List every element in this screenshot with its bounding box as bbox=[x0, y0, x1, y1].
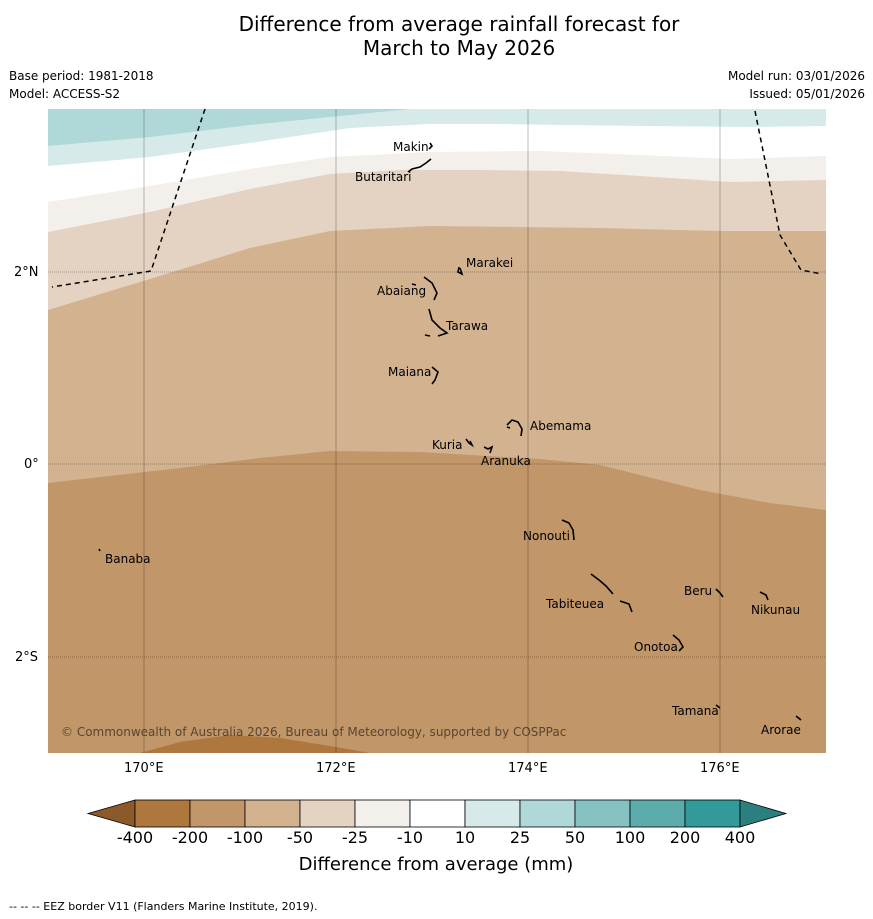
lat-tick-0: 0° bbox=[24, 457, 39, 472]
place-label-kuria: Kuria bbox=[432, 438, 463, 452]
island-makin bbox=[428, 142, 434, 150]
map-title: Difference from average rainfall forecas… bbox=[0, 12, 873, 60]
island-banaba bbox=[98, 548, 101, 552]
model-label: Model: ACCESS-S2 bbox=[9, 87, 121, 101]
island-tamana bbox=[715, 704, 721, 709]
colorbar-swatch bbox=[299, 799, 356, 828]
place-label-onotoa: Onotoa bbox=[634, 640, 678, 654]
place-label-tabiteuea: Tabiteuea bbox=[545, 597, 604, 611]
lat-tick-2n: 2°N bbox=[14, 265, 39, 280]
island-aranuka bbox=[483, 445, 494, 454]
colorbar-swatch bbox=[464, 799, 521, 828]
place-labels: Makin Butaritari Marakei Abaiang Tarawa … bbox=[105, 140, 801, 737]
colorbar-tick-label: -100 bbox=[226, 828, 264, 847]
band-dry-200-south bbox=[140, 735, 370, 753]
lon-tick-176: 176°E bbox=[700, 761, 740, 776]
island-arorae bbox=[795, 715, 802, 721]
colorbar-swatch bbox=[244, 799, 301, 828]
island-marakei bbox=[457, 266, 464, 276]
meta-right: Model run: 03/01/2026 Issued: 05/01/2026 bbox=[699, 69, 865, 105]
colorbar-tick-label: -25 bbox=[341, 828, 369, 847]
colorbar-tick-label: 400 bbox=[724, 828, 756, 847]
place-label-marakei: Marakei bbox=[466, 256, 513, 270]
eez-footnote: -- -- -- EEZ border V11 (Flanders Marine… bbox=[9, 900, 318, 913]
island-kuria bbox=[465, 438, 475, 448]
lon-tick-174: 174°E bbox=[508, 761, 548, 776]
island-butaritari bbox=[407, 158, 432, 173]
place-label-beru: Beru bbox=[684, 584, 712, 598]
base-period-label: Base period: 1981-2018 bbox=[9, 69, 154, 83]
colorbar-swatch bbox=[629, 799, 686, 828]
issued-label: Issued: 05/01/2026 bbox=[749, 87, 865, 101]
colorbar-tick-label: 25 bbox=[509, 828, 531, 847]
title-line-2: March to May 2026 bbox=[362, 36, 556, 60]
colorbar-tick-label: -50 bbox=[286, 828, 314, 847]
island-tarawa bbox=[424, 308, 449, 337]
island-abaiang bbox=[411, 276, 438, 301]
lat-tick-2s: 2°S bbox=[15, 650, 39, 665]
meta-left: Base period: 1981-2018 Model: ACCESS-S2 bbox=[9, 69, 154, 105]
eez-border-west bbox=[51, 109, 206, 288]
copyright-notice: © Commonwealth of Australia 2026, Bureau… bbox=[61, 725, 566, 739]
model-run-label: Model run: 03/01/2026 bbox=[727, 69, 865, 83]
place-label-nonouti: Nonouti bbox=[523, 529, 570, 543]
colorbar-tick-label: 10 bbox=[454, 828, 476, 847]
eez-border bbox=[51, 109, 823, 288]
colorbar-tick-label: 200 bbox=[669, 828, 701, 847]
place-label-abemama: Abemama bbox=[530, 419, 591, 433]
colorbar-swatch bbox=[684, 799, 741, 828]
place-label-tamana: Tamana bbox=[671, 704, 719, 718]
colorbar-tick-label: 100 bbox=[614, 828, 646, 847]
colorbar-extend-low bbox=[86, 799, 136, 828]
colorbar-swatch bbox=[409, 799, 466, 828]
colorbar-swatches bbox=[86, 799, 788, 828]
place-label-nikunau: Nikunau bbox=[751, 603, 800, 617]
island-onotoa bbox=[672, 634, 684, 652]
colorbar-tick-label: -400 bbox=[116, 828, 154, 847]
island-nonouti bbox=[561, 519, 575, 541]
colorbar-tick-label: -10 bbox=[396, 828, 424, 847]
colorbar-tick-label: 50 bbox=[564, 828, 586, 847]
island-nikunau bbox=[759, 591, 769, 601]
island-maiana bbox=[431, 366, 439, 385]
band-wet-25 bbox=[48, 109, 410, 146]
lon-tick-172: 172°E bbox=[316, 761, 356, 776]
island-abemama bbox=[506, 419, 523, 437]
place-label-arorae: Arorae bbox=[761, 723, 801, 737]
place-label-tarawa: Tarawa bbox=[445, 319, 488, 333]
title-line-1: Difference from average rainfall forecas… bbox=[238, 12, 680, 36]
colorbar-swatch bbox=[134, 799, 191, 828]
place-label-aranuka: Aranuka bbox=[481, 454, 531, 468]
islands bbox=[98, 142, 802, 721]
colorbar-swatch bbox=[354, 799, 411, 828]
colorbar-swatch bbox=[189, 799, 246, 828]
lon-tick-170: 170°E bbox=[124, 761, 164, 776]
colorbar-tick-label: -200 bbox=[171, 828, 209, 847]
place-label-abaiang: Abaiang bbox=[377, 284, 426, 298]
latitude-lines bbox=[48, 271, 826, 658]
place-label-makin: Makin bbox=[393, 140, 429, 154]
colorbar-swatch bbox=[519, 799, 576, 828]
eez-border-east bbox=[754, 110, 823, 275]
place-label-banaba: Banaba bbox=[105, 552, 151, 566]
colorbar-extend-high bbox=[739, 799, 788, 828]
colorbar-swatch bbox=[574, 799, 631, 828]
colorbar-title: Difference from average (mm) bbox=[298, 854, 574, 875]
place-label-butaritari: Butaritari bbox=[355, 170, 412, 184]
island-tabiteuea bbox=[590, 573, 633, 613]
graticule bbox=[143, 109, 721, 753]
place-label-maiana: Maiana bbox=[388, 365, 431, 379]
island-beru bbox=[715, 588, 724, 598]
